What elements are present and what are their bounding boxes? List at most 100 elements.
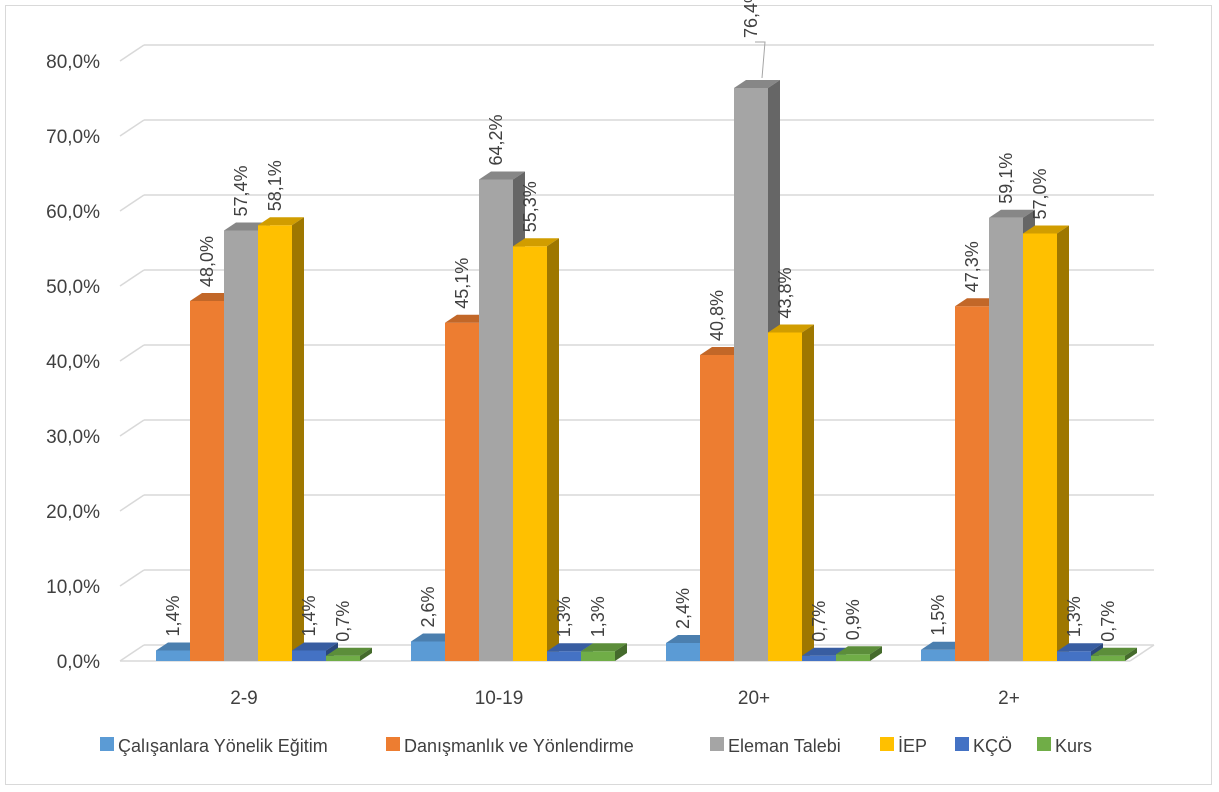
bar-top — [1091, 647, 1137, 656]
bar — [190, 301, 224, 661]
x-tick-label: 2+ — [998, 688, 1020, 709]
bar — [1057, 651, 1091, 661]
y-tick-label: 50,0% — [46, 277, 100, 298]
bar — [955, 306, 989, 661]
bar — [445, 322, 479, 661]
gridline-side — [119, 569, 145, 587]
x-tick-label: 2-9 — [230, 688, 257, 709]
data-label: 47,3% — [962, 241, 982, 292]
bar-top — [734, 80, 780, 88]
bar — [666, 643, 700, 661]
bar-top — [479, 171, 525, 180]
data-label: 58,1% — [265, 160, 285, 211]
x-tick-label: 10-19 — [475, 688, 524, 709]
bar — [224, 230, 258, 661]
bar-top — [258, 217, 304, 226]
data-label: 0,7% — [809, 601, 829, 642]
bar — [734, 88, 768, 661]
bar-top — [292, 642, 338, 651]
data-label: 45,1% — [452, 258, 472, 309]
legend-label: Eleman Talebi — [728, 736, 841, 756]
legend-label: İEP — [898, 736, 927, 756]
bar-top — [989, 209, 1035, 218]
bar — [258, 225, 292, 661]
y-tick-label: 60,0% — [46, 202, 100, 223]
leader-line — [755, 41, 766, 79]
bar — [1023, 233, 1057, 661]
legend-swatch — [710, 737, 724, 751]
bar-side — [615, 643, 627, 661]
bar-top — [1057, 643, 1103, 652]
gridline-side — [119, 644, 145, 662]
gridline-side — [119, 419, 145, 437]
data-label: 0,9% — [843, 599, 863, 640]
bar-top — [1023, 225, 1069, 234]
legend-swatch — [386, 737, 400, 751]
bar — [921, 649, 955, 661]
bar — [1091, 655, 1125, 661]
data-label: 76,4% — [741, 0, 761, 38]
bar — [292, 650, 326, 661]
gridline-side — [119, 494, 145, 512]
y-tick-label: 30,0% — [46, 427, 100, 448]
y-tick-label: 70,0% — [46, 127, 100, 148]
bar-side — [1125, 647, 1137, 661]
x-tick-label: 20+ — [738, 688, 770, 709]
bar-top — [768, 324, 814, 333]
bar — [479, 179, 513, 661]
data-label: 43,8% — [775, 267, 795, 318]
data-label: 1,4% — [163, 595, 183, 636]
bar-top — [802, 647, 848, 656]
gridline-side — [119, 44, 145, 62]
data-label: 64,2% — [486, 114, 506, 165]
gridline-side — [119, 344, 145, 362]
bar — [581, 651, 615, 661]
legend-swatch — [880, 737, 894, 751]
bar — [836, 654, 870, 661]
bar-side — [360, 647, 372, 661]
legend-label: KÇÖ — [973, 736, 1012, 756]
data-label: 57,0% — [1030, 168, 1050, 219]
legend-label: Kurs — [1055, 736, 1092, 756]
bar-top — [581, 643, 627, 652]
bar-side — [1057, 225, 1069, 661]
bar-top — [836, 646, 882, 655]
data-label: 2,6% — [418, 586, 438, 627]
legend-swatch — [955, 737, 969, 751]
data-label: 1,3% — [554, 596, 574, 637]
bar — [768, 332, 802, 661]
data-label: 1,3% — [588, 596, 608, 637]
bar-top — [547, 643, 593, 652]
legend-swatch — [100, 737, 114, 751]
data-label: 2,4% — [673, 588, 693, 629]
floor-edge-side — [1129, 644, 1155, 662]
bar-top — [513, 238, 559, 247]
bar-side — [870, 646, 882, 661]
data-label: 0,7% — [333, 601, 353, 642]
data-label: 57,4% — [231, 165, 251, 216]
bar — [411, 641, 445, 661]
y-tick-label: 10,0% — [46, 577, 100, 598]
bar-side — [802, 324, 814, 661]
bar — [700, 355, 734, 661]
data-label: 0,7% — [1098, 601, 1118, 642]
gridline-side — [119, 194, 145, 212]
bar — [989, 217, 1023, 661]
gridline-side — [119, 119, 145, 137]
bar-side — [292, 217, 304, 661]
bar — [156, 650, 190, 661]
data-label: 48,0% — [197, 236, 217, 287]
data-label: 40,8% — [707, 290, 727, 341]
bar-top — [326, 647, 372, 656]
bar — [326, 655, 360, 661]
data-label: 1,3% — [1064, 596, 1084, 637]
legend-label: Çalışanlara Yönelik Eğitim — [118, 736, 328, 756]
bar — [802, 655, 836, 661]
legend-label: Danışmanlık ve Yönlendirme — [404, 736, 634, 756]
legend-swatch — [1037, 737, 1051, 751]
bar — [547, 651, 581, 661]
y-tick-label: 0,0% — [57, 652, 100, 673]
data-label: 1,4% — [299, 595, 319, 636]
data-label: 1,5% — [928, 595, 948, 636]
